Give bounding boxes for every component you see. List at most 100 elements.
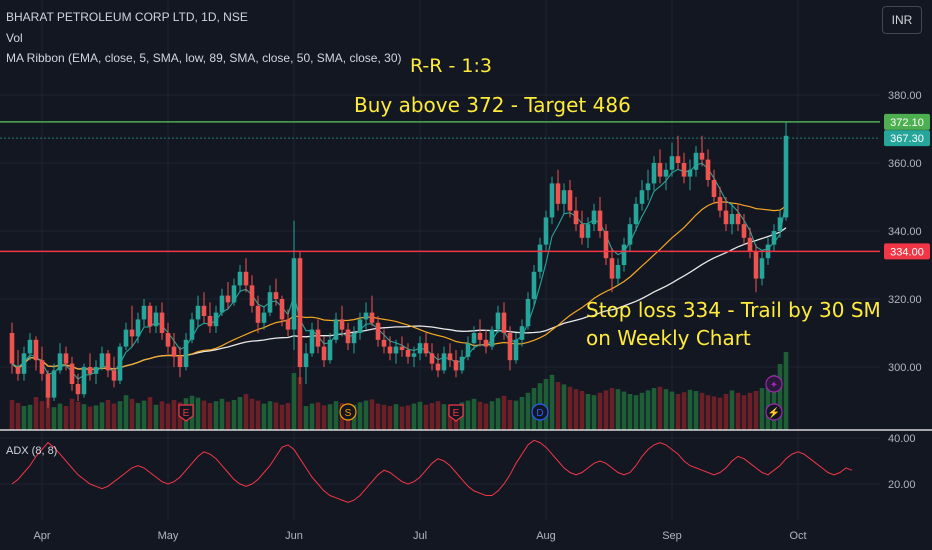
- candles: [9, 122, 789, 408]
- candle-body: [573, 210, 579, 225]
- event-markers: E S E D ✦ ⚡: [178, 375, 783, 422]
- volume-bar: [441, 404, 447, 430]
- event-marker-alert: ⚡: [765, 403, 783, 421]
- volume-bar: [603, 390, 609, 430]
- candle: [159, 302, 165, 340]
- volume-bar: [141, 400, 147, 430]
- candle-body: [693, 152, 699, 170]
- candle-body: [597, 210, 603, 231]
- currency-button[interactable]: INR: [882, 6, 922, 34]
- candle-body: [381, 339, 387, 347]
- volume-bar: [393, 404, 399, 430]
- volume-bar: [447, 406, 453, 430]
- candle: [525, 292, 531, 330]
- candle: [75, 373, 81, 401]
- candle: [291, 220, 297, 350]
- event-marker-label: ✦: [770, 380, 778, 391]
- volume-bar: [129, 398, 135, 430]
- candle: [555, 169, 561, 211]
- candle-body: [435, 363, 441, 371]
- volume-bar: [417, 401, 423, 430]
- volume-bar: [207, 403, 213, 430]
- candle-body: [39, 360, 45, 374]
- candle-body: [423, 343, 429, 354]
- candle-body: [489, 329, 495, 347]
- candle-body: [189, 319, 195, 340]
- candle-body: [441, 353, 447, 371]
- candle-body: [591, 210, 597, 225]
- volume-bar: [105, 400, 111, 430]
- chart-title: BHARAT PETROLEUM CORP LTD, 1D, NSE: [6, 10, 248, 24]
- candle-body: [153, 312, 159, 327]
- volume-bar: [33, 397, 39, 430]
- volume-bar: [573, 389, 579, 430]
- candle: [273, 278, 279, 306]
- candle: [777, 210, 783, 238]
- candle-body: [243, 271, 249, 286]
- candle: [279, 295, 285, 327]
- volume-bar: [297, 377, 303, 430]
- volume-bar: [147, 397, 153, 430]
- candle-body: [333, 319, 339, 340]
- volume-bar: [711, 396, 717, 430]
- candle-body: [159, 312, 165, 333]
- candle-body: [87, 367, 93, 374]
- candle: [441, 346, 447, 374]
- candle-body: [411, 353, 417, 357]
- candle-body: [741, 224, 747, 238]
- volume-bar: [201, 400, 207, 430]
- candle-body: [327, 339, 333, 361]
- candle: [105, 350, 111, 378]
- volume-bar: [423, 404, 429, 430]
- candle: [627, 217, 633, 252]
- candle: [495, 305, 501, 333]
- event-marker-earnings: E: [178, 404, 194, 422]
- volume-bar: [309, 403, 315, 430]
- volume-bar: [81, 404, 87, 430]
- adx-tick-label: 20.00: [888, 479, 916, 491]
- candle-body: [297, 258, 303, 367]
- candle: [237, 265, 243, 293]
- candle-body: [501, 312, 507, 333]
- volume-bar: [429, 403, 435, 430]
- candle: [507, 326, 513, 371]
- candle-body: [177, 356, 183, 367]
- candle-body: [291, 258, 297, 330]
- candle: [603, 224, 609, 265]
- volume-bar: [225, 401, 231, 430]
- volume-bar: [519, 397, 525, 430]
- adx-tick-label: 40.00: [888, 433, 916, 445]
- candle: [615, 258, 621, 286]
- volume-bar: [369, 399, 375, 430]
- candle: [417, 336, 423, 361]
- candle-body: [279, 299, 285, 320]
- volume-bar: [567, 386, 573, 430]
- candle-body: [477, 333, 483, 340]
- candle: [585, 217, 591, 248]
- candle: [225, 282, 231, 310]
- candle: [387, 336, 393, 361]
- candle: [111, 356, 117, 388]
- candle: [213, 305, 219, 333]
- candle: [63, 346, 69, 371]
- candle: [405, 343, 411, 364]
- candle-body: [651, 163, 657, 184]
- candle-body: [51, 370, 57, 398]
- candle: [45, 370, 51, 408]
- candle: [165, 322, 171, 354]
- candle-body: [309, 329, 315, 354]
- volume-bar: [741, 395, 747, 430]
- candle: [69, 356, 75, 391]
- candle-body: [249, 285, 255, 306]
- candle-body: [345, 329, 351, 344]
- candle-body: [141, 305, 147, 320]
- candle: [171, 333, 177, 367]
- candle-body: [549, 183, 555, 218]
- candle-body: [771, 231, 777, 245]
- candle-body: [399, 346, 405, 350]
- volume-bar: [495, 398, 501, 430]
- volume-bar: [693, 391, 699, 430]
- candle: [537, 237, 543, 279]
- candle-body: [585, 224, 591, 238]
